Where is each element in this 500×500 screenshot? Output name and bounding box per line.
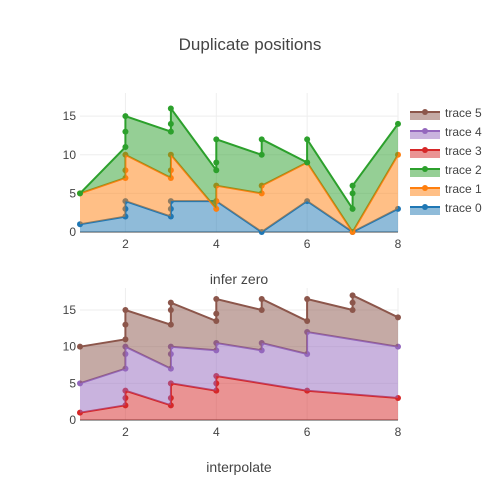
y-tick-label: 10 <box>63 148 77 162</box>
marker-trace-1[interactable] <box>213 205 220 212</box>
legend-marker <box>422 147 428 153</box>
marker-trace-5[interactable] <box>167 321 174 328</box>
subplot-1: 0 5 10 15 2 4 6 8 <box>63 93 402 251</box>
x-tick-label: 6 <box>304 237 311 251</box>
legend-label: trace 2 <box>445 163 482 177</box>
area-fill-trace-1 <box>80 154 398 232</box>
marker-trace-2[interactable] <box>167 120 174 127</box>
legend-item[interactable]: trace 4 <box>410 125 482 139</box>
y-tick-label: 0 <box>69 225 76 239</box>
legend-marker <box>422 204 428 210</box>
marker-trace-2[interactable] <box>304 159 311 166</box>
legend-item[interactable]: trace 5 <box>410 106 482 120</box>
y-tick-label: 10 <box>63 340 77 354</box>
legend-item[interactable]: trace 3 <box>410 144 482 158</box>
marker-trace-2[interactable] <box>167 105 174 112</box>
x-tick-label: 2 <box>122 237 129 251</box>
legend-label: trace 3 <box>445 144 482 158</box>
marker-trace-5[interactable] <box>349 292 356 299</box>
area-fill-trace-3 <box>80 376 398 420</box>
subplot-1-xlabel: infer zero <box>210 271 269 287</box>
x-tick-label: 8 <box>395 237 402 251</box>
marker-trace-2[interactable] <box>122 128 129 135</box>
marker-trace-2[interactable] <box>395 120 401 127</box>
marker-trace-5[interactable] <box>122 307 129 313</box>
marker-trace-2[interactable] <box>258 136 265 143</box>
legend-swatch <box>410 169 440 177</box>
legend-label: trace 4 <box>445 125 482 139</box>
marker-trace-5[interactable] <box>258 296 265 302</box>
y-tick-label: 15 <box>63 109 77 123</box>
legend-swatch <box>410 207 440 215</box>
legend-label: trace 5 <box>445 106 482 120</box>
subplot-2: 0 5 10 15 2 4 6 8 <box>63 288 402 439</box>
subplot-2-xlabel: interpolate <box>206 459 272 475</box>
marker-trace-5[interactable] <box>167 307 174 313</box>
legend-marker <box>422 128 428 134</box>
legend-swatch <box>410 112 440 120</box>
marker-trace-5[interactable] <box>213 318 220 324</box>
x-tick-label: 2 <box>122 425 129 439</box>
area-fill-trace-2 <box>80 108 398 232</box>
marker-trace-5[interactable] <box>304 318 311 324</box>
marker-trace-2[interactable] <box>213 136 220 143</box>
legend-swatch <box>410 131 440 139</box>
y-tick-label: 5 <box>69 186 76 200</box>
marker-trace-5[interactable] <box>304 296 311 302</box>
legend-marker <box>422 109 428 115</box>
legend-marker <box>422 185 428 191</box>
legend-item[interactable]: trace 1 <box>410 182 482 196</box>
y-tick-label: 15 <box>63 303 77 317</box>
marker-trace-5[interactable] <box>122 321 129 328</box>
area-fill-trace-4 <box>80 332 398 413</box>
marker-trace-5[interactable] <box>349 299 356 306</box>
marker-trace-5[interactable] <box>213 296 220 302</box>
marker-trace-5[interactable] <box>395 314 401 321</box>
x-tick-label: 6 <box>304 425 311 439</box>
legend[interactable]: trace 5 trace 4 trace 3 trace 2 trace 1 trace… <box>410 106 482 215</box>
marker-trace-2[interactable] <box>258 151 265 158</box>
marker-trace-2[interactable] <box>122 113 129 120</box>
marker-trace-2[interactable] <box>77 190 83 197</box>
marker-trace-5[interactable] <box>258 307 265 313</box>
legend-item[interactable]: trace 2 <box>410 163 482 177</box>
plot-area: 0 5 10 15 2 4 6 8 0 5 10 15 2 4 6 8 <box>63 93 402 439</box>
legend-label: trace 1 <box>445 182 482 196</box>
marker-trace-5[interactable] <box>167 299 174 306</box>
marker-trace-5[interactable] <box>213 310 220 317</box>
marker-trace-2[interactable] <box>304 136 311 143</box>
marker-trace-5[interactable] <box>122 336 129 343</box>
marker-trace-5[interactable] <box>77 343 83 350</box>
legend-item[interactable]: trace 0 <box>410 201 482 215</box>
area-fill-trace-5 <box>80 295 398 384</box>
x-tick-label: 8 <box>395 425 402 439</box>
legend-marker <box>422 166 428 172</box>
marker-trace-2[interactable] <box>349 205 356 212</box>
marker-trace-2[interactable] <box>122 144 129 151</box>
legend-label: trace 0 <box>445 201 482 215</box>
marker-trace-2[interactable] <box>349 182 356 189</box>
legend-swatch <box>410 150 440 158</box>
y-tick-label: 5 <box>69 376 76 390</box>
marker-trace-5[interactable] <box>349 307 356 313</box>
legend-swatch <box>410 188 440 196</box>
marker-trace-2[interactable] <box>213 167 220 174</box>
x-tick-label: 4 <box>213 425 220 439</box>
x-tick-label: 4 <box>213 237 220 251</box>
marker-trace-2[interactable] <box>213 159 220 166</box>
chart-title: Duplicate positions <box>179 35 322 54</box>
marker-trace-1[interactable] <box>349 229 356 235</box>
y-tick-label: 0 <box>69 413 76 427</box>
marker-trace-2[interactable] <box>167 128 174 135</box>
marker-trace-2[interactable] <box>349 190 356 197</box>
